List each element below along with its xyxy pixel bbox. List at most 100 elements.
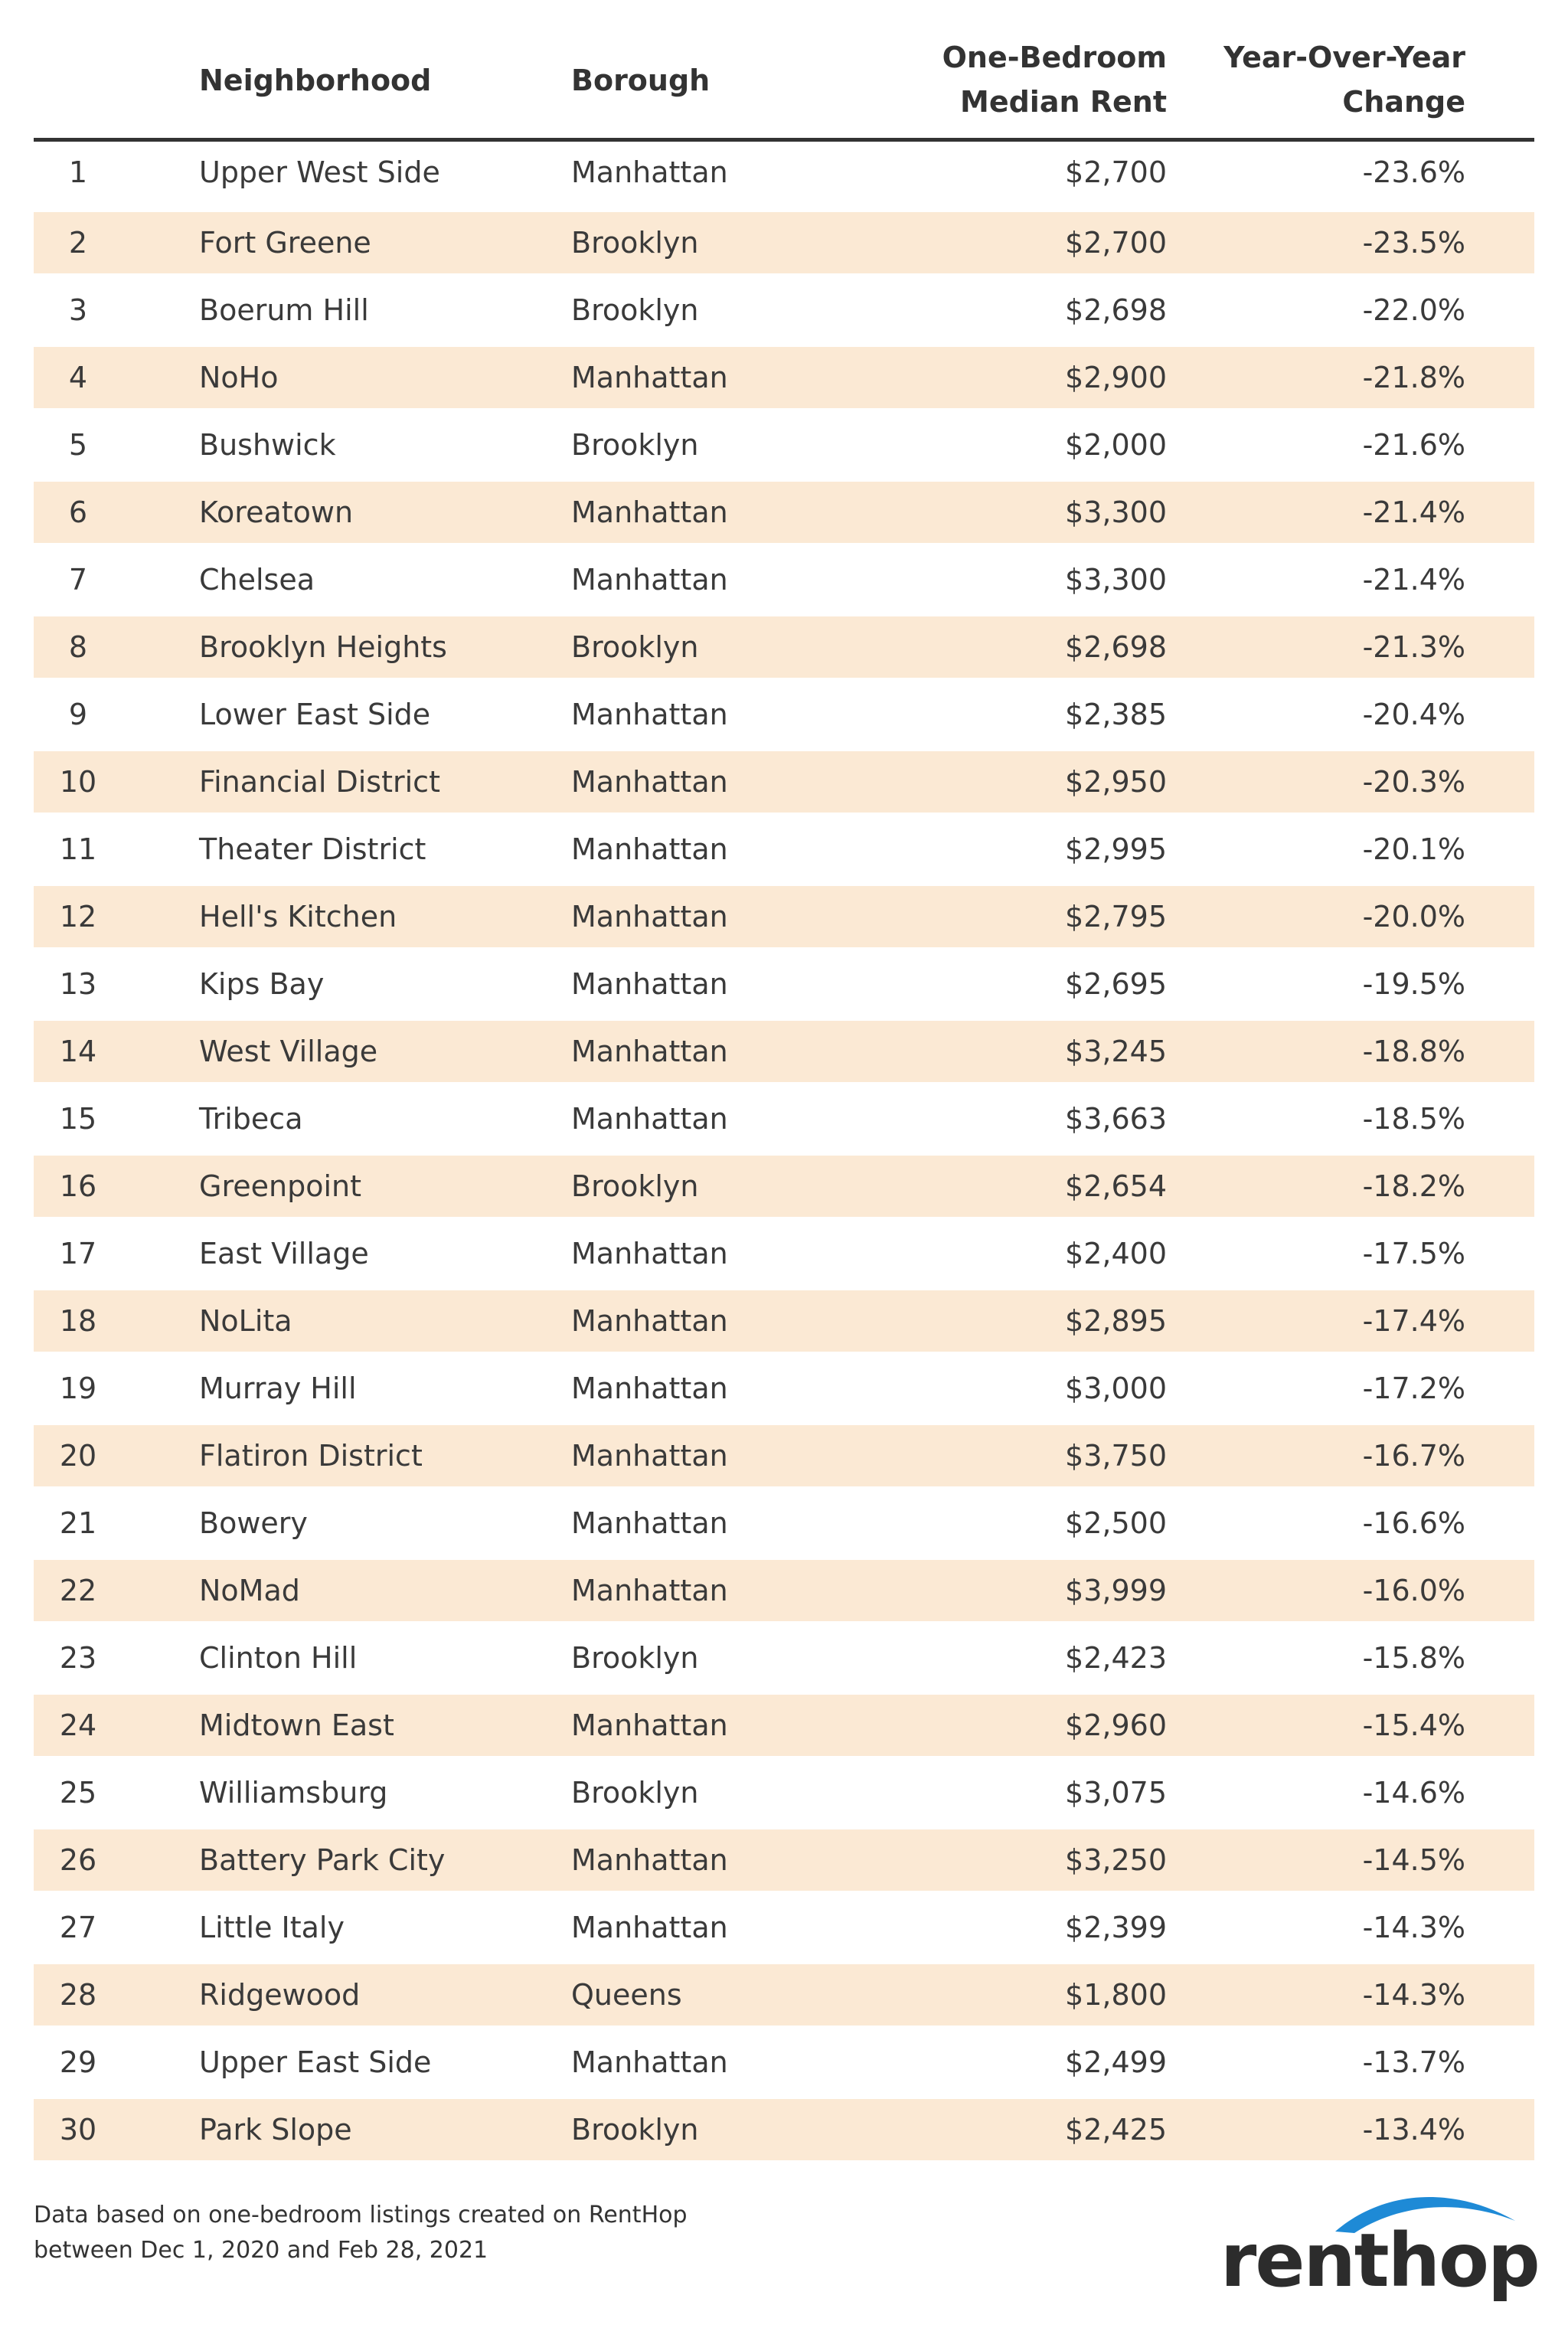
table-row: 20 Flatiron District Manhattan $3,750 -16.7% <box>34 1425 1534 1486</box>
rank-cell: 17 <box>59 1237 97 1270</box>
rank-cell: 29 <box>59 2045 97 2079</box>
borough-cell: Brooklyn <box>571 1776 699 1810</box>
table-row: 10 Financial District Manhattan $2,950 -20.3… <box>34 751 1534 813</box>
median-rent-cell: $3,300 <box>1065 563 1167 597</box>
table-row: 24 Midtown East Manhattan $2,960 -15.4% <box>34 1695 1534 1756</box>
median-rent-cell: $3,250 <box>1065 1843 1167 1877</box>
neighborhood-cell: NoMad <box>199 1574 300 1607</box>
neighborhood-cell: Greenpoint <box>199 1169 361 1203</box>
table-row: 28 Ridgewood Queens $1,800 -14.3% <box>34 1964 1534 2026</box>
median-rent-cell: $2,698 <box>1065 630 1167 664</box>
median-rent-cell: $2,385 <box>1065 698 1167 731</box>
table-row: 27 Little Italy Manhattan $2,399 -14.3% <box>34 1897 1534 1958</box>
median-rent-cell: $2,960 <box>1065 1708 1167 1742</box>
rank-cell: 18 <box>59 1304 97 1338</box>
yoy-change-cell: -21.3% <box>1362 630 1465 664</box>
yoy-change-cell: -17.2% <box>1362 1372 1465 1405</box>
borough-cell: Manhattan <box>571 1304 728 1338</box>
yoy-change-cell: -19.5% <box>1362 967 1465 1001</box>
borough-cell: Manhattan <box>571 967 728 1001</box>
table-row: 11 Theater District Manhattan $2,995 -20.1% <box>34 819 1534 880</box>
median-rent-cell: $2,654 <box>1065 1169 1167 1203</box>
table-row: 2 Fort Greene Brooklyn $2,700 -23.5% <box>34 212 1534 273</box>
yoy-change-cell: -14.6% <box>1362 1776 1465 1810</box>
median-rent-cell: $2,698 <box>1065 293 1167 327</box>
yoy-change-cell: -14.5% <box>1362 1843 1465 1877</box>
table-row: 29 Upper East Side Manhattan $2,499 -13.7% <box>34 2032 1534 2093</box>
rank-cell: 25 <box>59 1776 97 1810</box>
neighborhood-cell: Little Italy <box>199 1911 345 1944</box>
rank-cell: 10 <box>59 765 97 799</box>
yoy-change-cell: -21.4% <box>1362 495 1465 529</box>
borough-cell: Manhattan <box>571 1035 728 1068</box>
rank-cell: 16 <box>59 1169 97 1203</box>
median-rent-cell: $2,950 <box>1065 765 1167 799</box>
borough-cell: Manhattan <box>571 1372 728 1405</box>
borough-cell: Manhattan <box>571 1237 728 1270</box>
footnote-line2: between Dec 1, 2020 and Feb 28, 2021 <box>34 2237 488 2264</box>
yoy-change-cell: -18.8% <box>1362 1035 1465 1068</box>
borough-cell: Manhattan <box>571 1102 728 1136</box>
neighborhood-cell: Midtown East <box>199 1708 394 1742</box>
table-header: Neighborhood Borough One-Bedroom Median … <box>34 0 1534 142</box>
neighborhood-cell: Murray Hill <box>199 1372 357 1405</box>
yoy-change-cell: -20.3% <box>1362 765 1465 799</box>
borough-cell: Manhattan <box>571 900 728 933</box>
rank-cell: 14 <box>59 1035 97 1068</box>
table-row: 4 NoHo Manhattan $2,900 -21.8% <box>34 347 1534 408</box>
median-rent-cell: $3,663 <box>1065 1102 1167 1136</box>
table-row: 17 East Village Manhattan $2,400 -17.5% <box>34 1223 1534 1284</box>
header-yoy-change-line1: Year-Over-Year <box>1223 41 1465 74</box>
rank-cell: 7 <box>68 563 88 597</box>
yoy-change-cell: -20.0% <box>1362 900 1465 933</box>
neighborhood-cell: West Village <box>199 1035 378 1068</box>
rank-cell: 27 <box>59 1911 97 1944</box>
neighborhood-cell: Upper West Side <box>199 155 440 189</box>
neighborhood-cell: Chelsea <box>199 563 315 597</box>
neighborhood-cell: Bowery <box>199 1506 308 1540</box>
table-row: 5 Bushwick Brooklyn $2,000 -21.6% <box>34 414 1534 476</box>
borough-cell: Manhattan <box>571 2045 728 2079</box>
neighborhood-cell: Upper East Side <box>199 2045 432 2079</box>
header-yoy-change: Year-Over-Year Change <box>1223 35 1465 124</box>
median-rent-cell: $2,400 <box>1065 1237 1167 1270</box>
table-row: 14 West Village Manhattan $3,245 -18.8% <box>34 1021 1534 1082</box>
table-row: 13 Kips Bay Manhattan $2,695 -19.5% <box>34 953 1534 1015</box>
rank-cell: 3 <box>68 293 88 327</box>
neighborhood-cell: Lower East Side <box>199 698 431 731</box>
rank-cell: 9 <box>68 698 88 731</box>
median-rent-cell: $2,895 <box>1065 1304 1167 1338</box>
neighborhood-cell: Fort Greene <box>199 226 371 260</box>
borough-cell: Manhattan <box>571 1439 728 1473</box>
table-row: 18 NoLita Manhattan $2,895 -17.4% <box>34 1290 1534 1352</box>
rank-cell: 23 <box>59 1641 97 1675</box>
yoy-change-cell: -15.4% <box>1362 1708 1465 1742</box>
borough-cell: Brooklyn <box>571 2113 699 2147</box>
median-rent-cell: $2,700 <box>1065 226 1167 260</box>
header-borough: Borough <box>571 64 710 97</box>
table-row: 16 Greenpoint Brooklyn $2,654 -18.2% <box>34 1156 1534 1217</box>
neighborhood-cell: NoLita <box>199 1304 292 1338</box>
median-rent-cell: $3,750 <box>1065 1439 1167 1473</box>
median-rent-cell: $2,700 <box>1065 155 1167 189</box>
yoy-change-cell: -15.8% <box>1362 1641 1465 1675</box>
rank-cell: 30 <box>59 2113 97 2147</box>
median-rent-cell: $3,300 <box>1065 495 1167 529</box>
yoy-change-cell: -21.6% <box>1362 428 1465 462</box>
rank-cell: 15 <box>59 1102 97 1136</box>
borough-cell: Manhattan <box>571 1506 728 1540</box>
header-median-rent-line2: Median Rent <box>960 85 1167 119</box>
footnote-line1: Data based on one-bedroom listings creat… <box>34 2202 688 2228</box>
neighborhood-cell: Kips Bay <box>199 967 325 1001</box>
rank-cell: 26 <box>59 1843 97 1877</box>
yoy-change-cell: -14.3% <box>1362 1978 1465 2012</box>
borough-cell: Manhattan <box>571 155 728 189</box>
table-row: 8 Brooklyn Heights Brooklyn $2,698 -21.3% <box>34 616 1534 678</box>
rank-cell: 12 <box>59 900 97 933</box>
median-rent-cell: $3,245 <box>1065 1035 1167 1068</box>
borough-cell: Manhattan <box>571 1574 728 1607</box>
borough-cell: Brooklyn <box>571 428 699 462</box>
yoy-change-cell: -21.4% <box>1362 563 1465 597</box>
header-neighborhood: Neighborhood <box>199 64 432 97</box>
neighborhood-cell: Financial District <box>199 765 440 799</box>
